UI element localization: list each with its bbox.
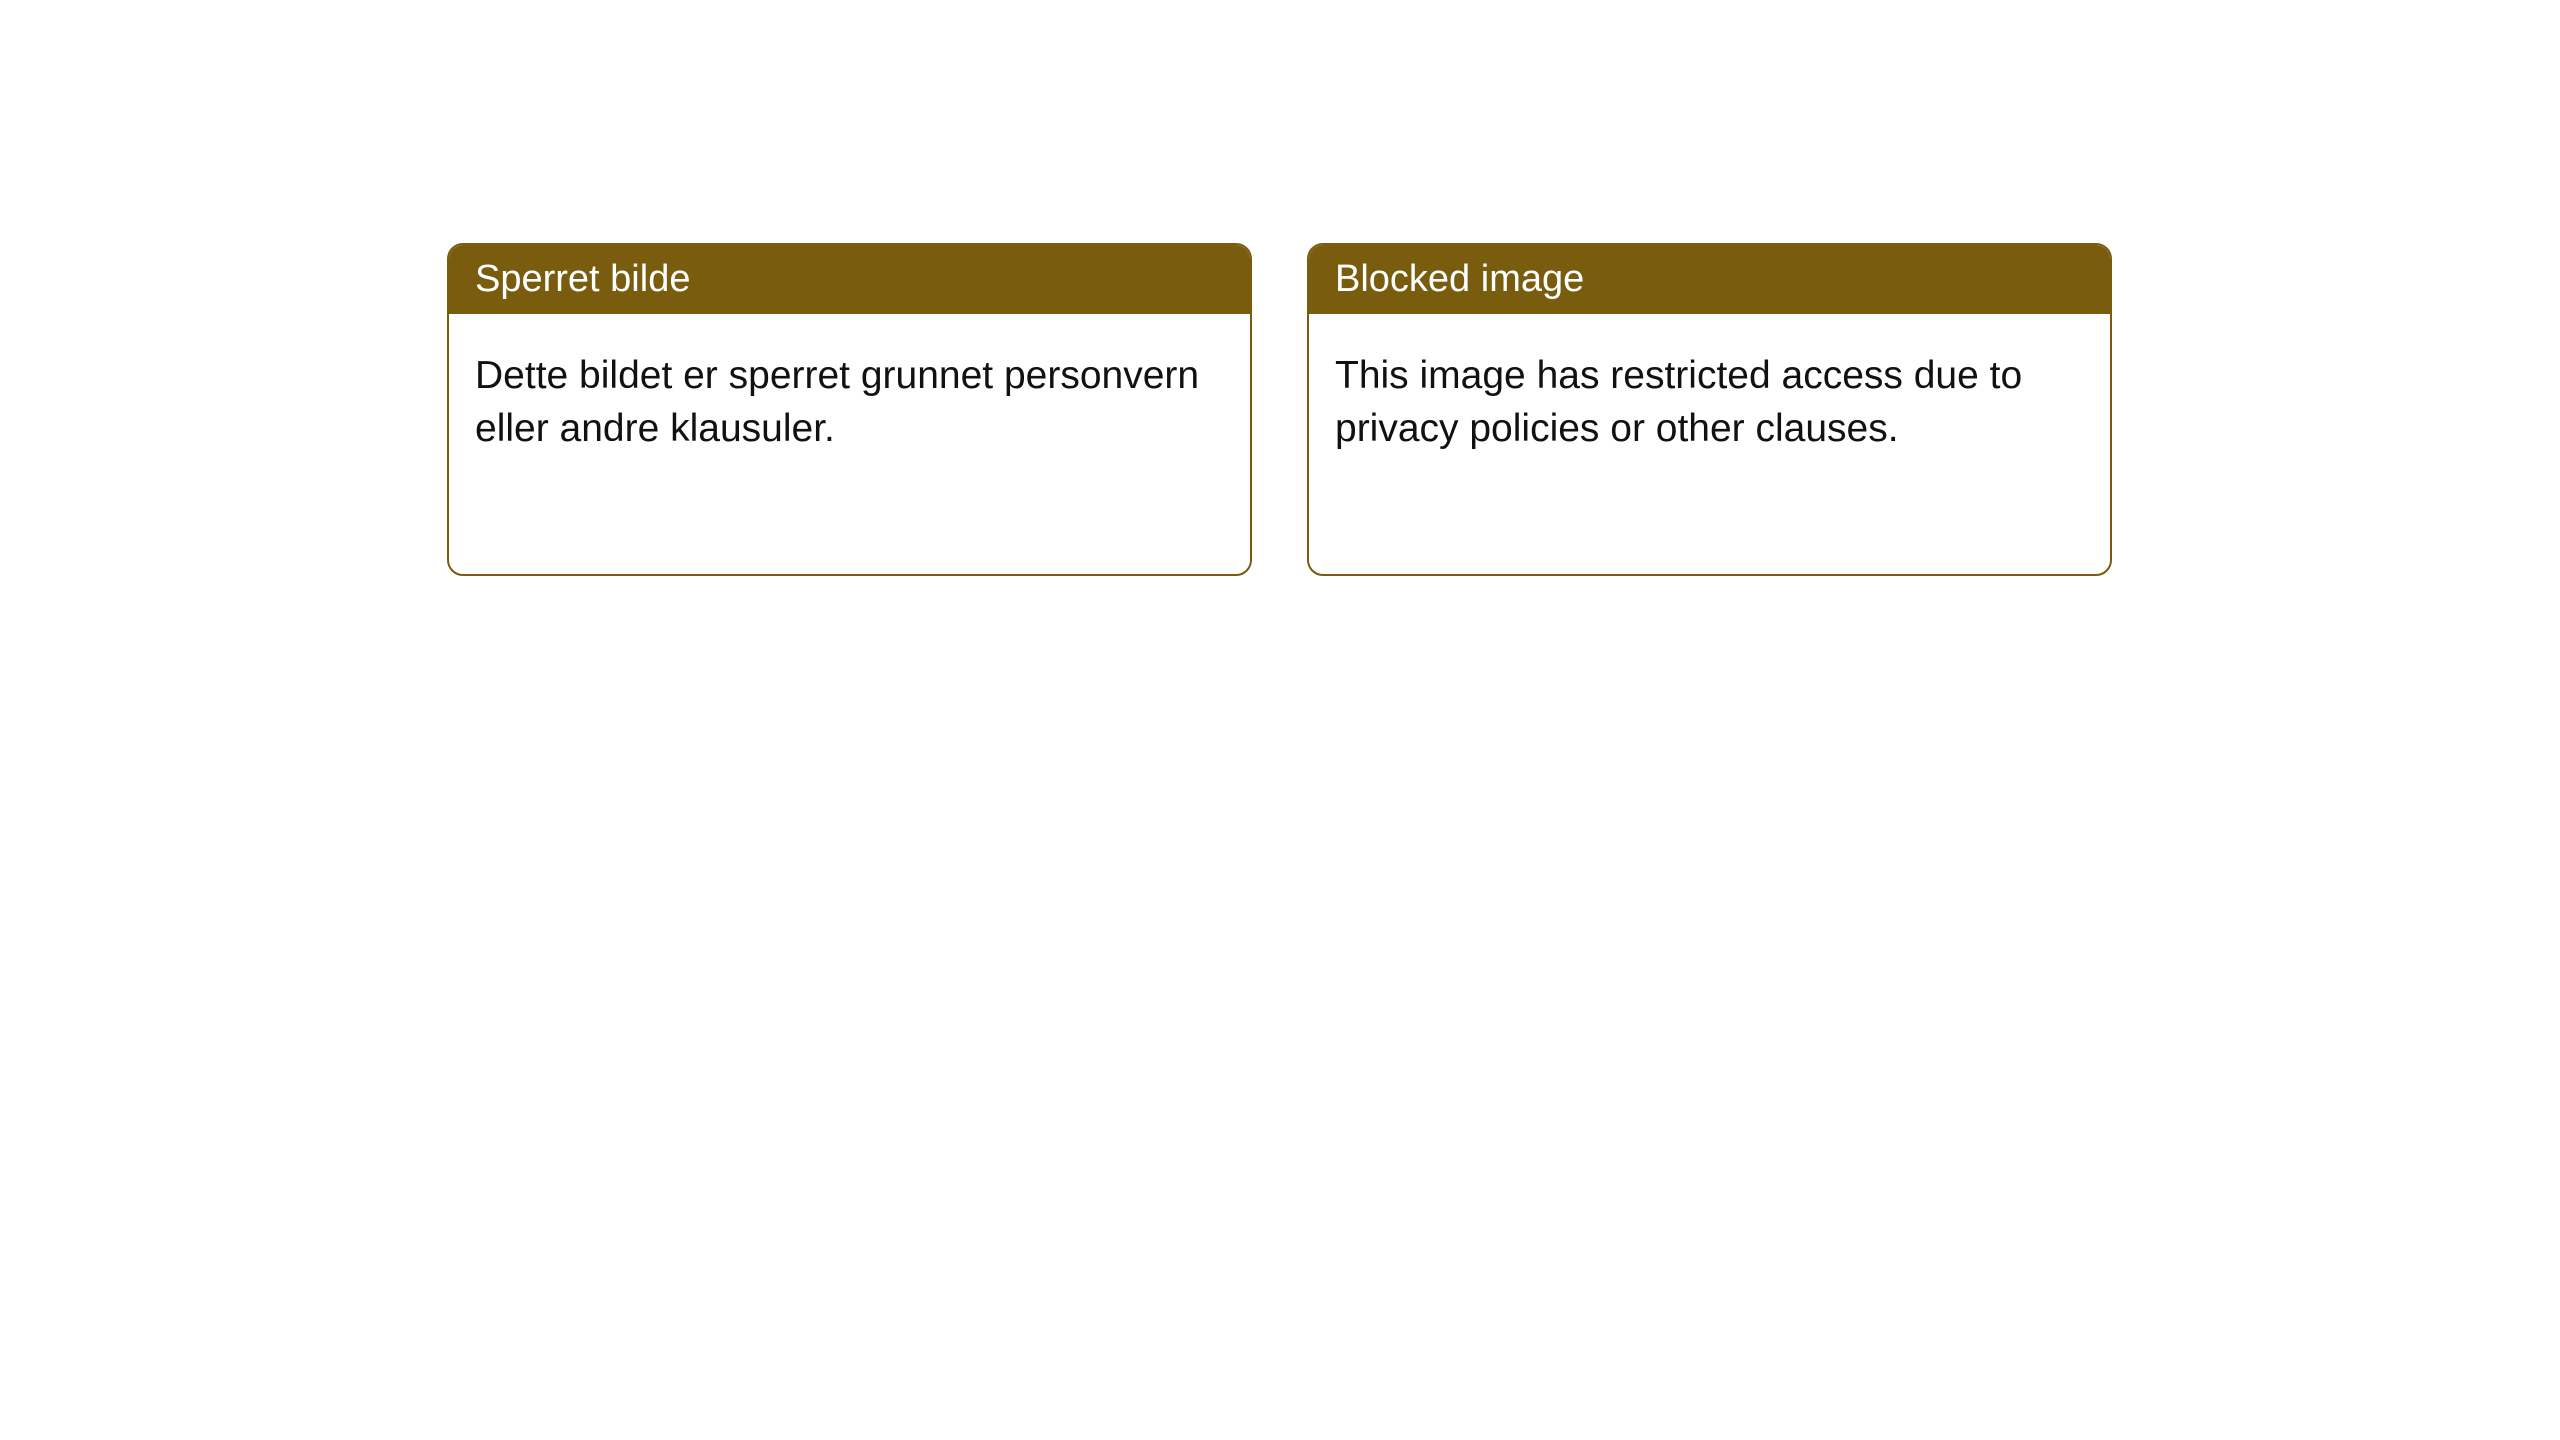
- card-title-norwegian: Sperret bilde: [449, 245, 1250, 314]
- notice-container: Sperret bilde Dette bildet er sperret gr…: [0, 0, 2560, 576]
- card-body-norwegian: Dette bildet er sperret grunnet personve…: [449, 314, 1250, 574]
- card-title-english: Blocked image: [1309, 245, 2110, 314]
- blocked-image-card-norwegian: Sperret bilde Dette bildet er sperret gr…: [447, 243, 1252, 576]
- card-body-english: This image has restricted access due to …: [1309, 314, 2110, 574]
- blocked-image-card-english: Blocked image This image has restricted …: [1307, 243, 2112, 576]
